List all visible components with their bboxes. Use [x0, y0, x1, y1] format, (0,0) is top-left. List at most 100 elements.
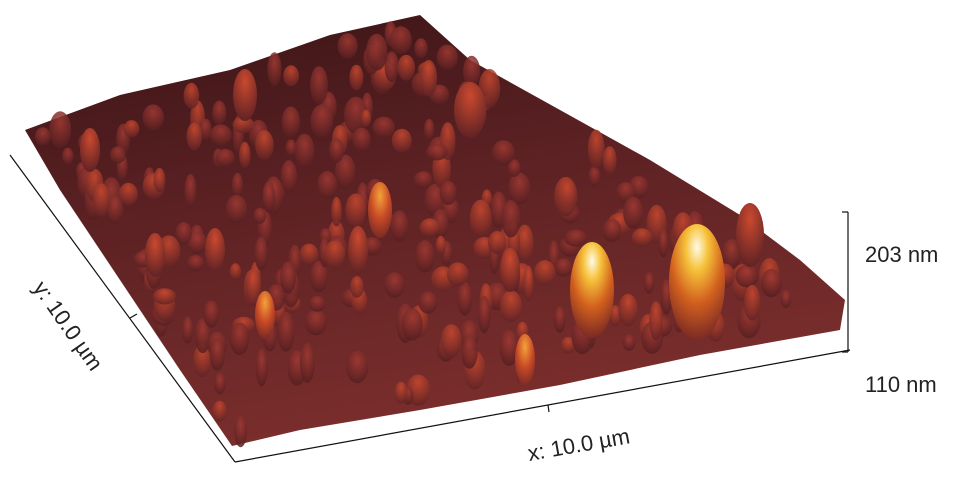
- bump: [500, 290, 522, 322]
- bump: [267, 52, 281, 86]
- x-axis-tick: [548, 405, 549, 412]
- bump: [311, 104, 333, 137]
- bump: [310, 66, 328, 104]
- bump: [395, 382, 408, 404]
- bump: [534, 260, 556, 286]
- bump: [153, 288, 176, 304]
- bump: [461, 335, 477, 368]
- bump: [110, 146, 126, 163]
- afm-surface-view: 203 nm 110 nm x: 10.0 µm y: 10.0 µm: [0, 0, 974, 484]
- bump: [501, 200, 520, 237]
- bump: [397, 55, 415, 81]
- bump: [644, 272, 655, 294]
- z-bottom-label: 110 nm: [865, 372, 937, 397]
- bump: [300, 343, 315, 383]
- bump: [239, 142, 250, 168]
- bump: [488, 231, 506, 254]
- y-axis-label: y: 10.0 µm: [28, 276, 108, 375]
- bump: [392, 129, 412, 153]
- bump: [329, 138, 344, 163]
- bump: [253, 208, 266, 224]
- bump: [262, 181, 275, 212]
- peak: [368, 182, 392, 238]
- peak: [570, 242, 614, 338]
- bump: [230, 323, 250, 355]
- bump: [603, 219, 622, 243]
- bump: [361, 110, 371, 127]
- bump: [154, 168, 166, 192]
- bump: [187, 123, 203, 151]
- bump: [324, 241, 345, 269]
- bump: [93, 183, 110, 217]
- bump: [457, 282, 472, 316]
- bump: [300, 244, 319, 266]
- bump: [402, 308, 423, 341]
- bump: [554, 177, 577, 216]
- bump: [436, 236, 446, 255]
- bump: [282, 107, 300, 138]
- bump: [124, 120, 140, 137]
- bump: [588, 130, 605, 169]
- bump: [735, 265, 758, 288]
- bump: [470, 200, 492, 238]
- bump: [618, 294, 637, 326]
- bump: [658, 229, 668, 258]
- bump: [277, 312, 294, 352]
- peak: [515, 334, 535, 386]
- bump: [366, 34, 388, 71]
- bump: [390, 26, 412, 54]
- bump: [373, 117, 395, 139]
- bump: [280, 261, 296, 293]
- bump: [349, 65, 363, 91]
- bump: [414, 38, 427, 58]
- bump: [447, 262, 469, 286]
- bump: [230, 263, 241, 280]
- bump: [426, 144, 448, 160]
- bump: [182, 317, 193, 344]
- bump: [49, 111, 71, 148]
- bump: [781, 290, 792, 308]
- bump: [62, 148, 73, 165]
- bump: [564, 230, 587, 247]
- bump: [283, 65, 299, 86]
- bump: [761, 269, 782, 297]
- bump: [350, 276, 363, 298]
- bump: [420, 218, 440, 236]
- bump: [255, 130, 274, 160]
- peak: [736, 203, 764, 267]
- bump: [508, 173, 530, 205]
- bump: [523, 266, 533, 302]
- bump: [213, 401, 227, 422]
- bump: [649, 301, 662, 340]
- peak: [454, 82, 486, 138]
- bump: [203, 301, 219, 328]
- bump: [623, 197, 643, 229]
- z-top-label: 203 nm: [865, 242, 938, 267]
- bump: [478, 296, 491, 334]
- peak: [348, 226, 368, 274]
- bump: [345, 193, 366, 227]
- bump: [554, 258, 572, 276]
- peak: [233, 69, 257, 121]
- bump: [255, 237, 268, 271]
- x-axis-label: x: 10.0 µm: [526, 423, 632, 466]
- bump: [603, 146, 617, 175]
- bump: [184, 83, 200, 109]
- bump: [119, 183, 138, 206]
- bump: [415, 240, 435, 272]
- bump: [623, 335, 636, 351]
- bump: [185, 174, 197, 208]
- bump: [212, 101, 226, 126]
- bump: [210, 125, 232, 146]
- peak: [80, 128, 100, 172]
- bump: [232, 173, 243, 198]
- bump: [441, 324, 462, 357]
- bump: [331, 197, 342, 227]
- bump: [352, 128, 371, 152]
- bump: [234, 416, 247, 447]
- bump: [305, 310, 327, 336]
- bump: [437, 45, 458, 70]
- y-axis-tick: [130, 314, 137, 318]
- bump: [295, 134, 315, 169]
- peak: [255, 291, 275, 339]
